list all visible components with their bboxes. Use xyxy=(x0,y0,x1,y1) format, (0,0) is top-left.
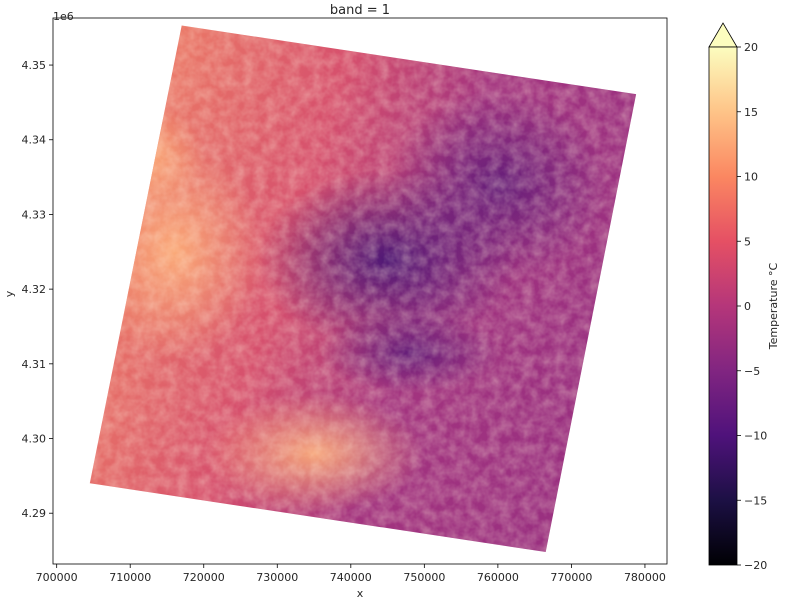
chart-title: band = 1 xyxy=(330,3,390,18)
y-tick-label: 4.35 xyxy=(22,59,47,72)
raster-image xyxy=(89,25,637,552)
colorbar-tick-label: 15 xyxy=(744,106,758,119)
y-axis-label: y xyxy=(3,290,16,297)
x-axis-label: x xyxy=(357,587,364,600)
colorbar: −20 −15 −10 −5 0 5 10 15 20 Temperature °C xyxy=(708,22,780,572)
colorbar-tick-label: −10 xyxy=(744,430,767,443)
x-tick-label: 780000 xyxy=(624,571,666,584)
colorbar-extend-arrow xyxy=(708,22,738,48)
colorbar-tick-label: −5 xyxy=(744,365,760,378)
y-tick-label: 4.31 xyxy=(22,358,47,371)
x-tick-label: 750000 xyxy=(403,571,445,584)
x-axis: 700000 710000 720000 730000 740000 750000 7600… xyxy=(36,564,666,584)
y-offset-label: 1e6 xyxy=(53,10,74,23)
colorbar-gradient xyxy=(708,46,738,566)
x-tick-label: 770000 xyxy=(550,571,592,584)
colorbar-tick-label: 0 xyxy=(744,300,751,313)
colorbar-label: Temperature °C xyxy=(767,263,780,351)
x-tick-label: 740000 xyxy=(330,571,372,584)
y-tick-label: 4.33 xyxy=(22,208,47,221)
x-tick-label: 720000 xyxy=(183,571,225,584)
x-tick-label: 760000 xyxy=(477,571,519,584)
colorbar-tick-label: −20 xyxy=(744,559,767,572)
y-axis: 4.29 4.30 4.31 4.32 4.33 4.34 4.35 xyxy=(22,59,53,520)
raster-texture xyxy=(89,25,637,552)
y-tick-label: 4.32 xyxy=(22,283,47,296)
colorbar-tick-label: 5 xyxy=(744,235,751,248)
colorbar-tick-label: −15 xyxy=(744,494,767,507)
colorbar-tick-label: 10 xyxy=(744,171,758,184)
x-tick-label: 730000 xyxy=(256,571,298,584)
axes-frame xyxy=(52,17,668,565)
y-tick-label: 4.34 xyxy=(22,134,47,147)
y-tick-label: 4.29 xyxy=(22,507,47,520)
x-tick-label: 700000 xyxy=(36,571,78,584)
colorbar-tick-label: 20 xyxy=(744,41,758,54)
x-tick-label: 710000 xyxy=(109,571,151,584)
y-tick-label: 4.30 xyxy=(22,433,47,446)
